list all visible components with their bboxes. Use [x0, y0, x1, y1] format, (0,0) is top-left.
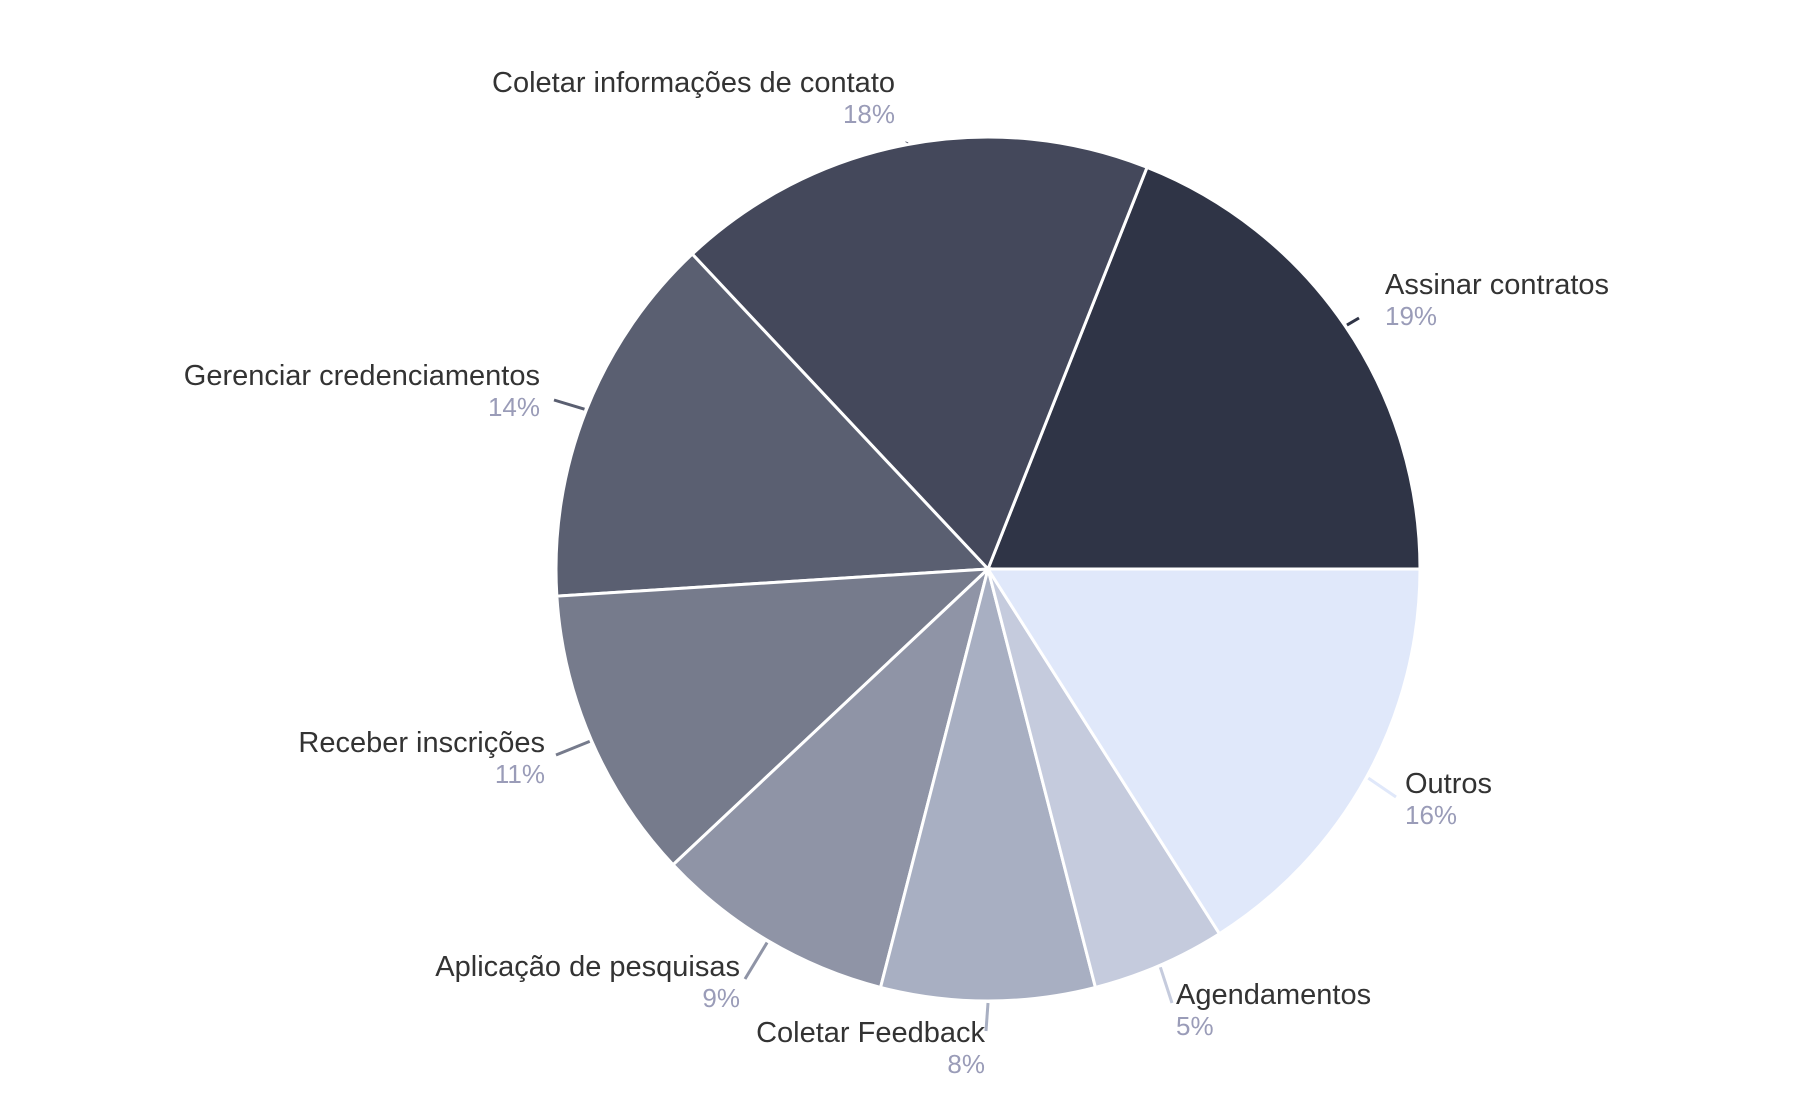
leader-line-gerenciar-credenciamentos: [553, 398, 585, 411]
leader-line-outros: [1367, 776, 1397, 799]
pie-slice-aplicacao-de-pesquisas: [670, 564, 991, 990]
slice-label-assinar-contratos: Assinar contratos: [1385, 269, 1609, 301]
slice-label-agendamentos: Agendamentos: [1176, 979, 1371, 1011]
pie-slice-assinar-contratos: [985, 165, 1422, 571]
pie-slice-receber-inscricoes: [555, 567, 993, 867]
pie-slice-gerenciar-credenciamentos: [554, 251, 992, 598]
slice-percent-gerenciar-credenciamentos: 14%: [488, 392, 540, 422]
leader-lines: [553, 141, 1397, 1032]
slice-label-coletar-feedback: Coletar Feedback: [756, 1017, 985, 1049]
slice-percent-assinar-contratos: 19%: [1385, 301, 1437, 331]
slice-label-aplicacao-de-pesquisas: Aplicação de pesquisas: [435, 951, 740, 983]
slice-label-gerenciar-credenciamentos: Gerenciar credenciamentos: [184, 360, 540, 392]
leader-line-agendamentos: [1158, 966, 1174, 1004]
pie-slice-outros: [985, 567, 1422, 936]
slice-percent-coletar-informacoes-de-contato: 18%: [843, 99, 895, 129]
leader-line-coletar-feedback: [984, 1002, 990, 1032]
slice-label-coletar-informacoes-de-contato: Coletar informações de contato: [492, 67, 895, 99]
slice-percent-outros: 16%: [1405, 800, 1457, 830]
leader-line-receber-inscricoes: [555, 739, 591, 757]
slice-percent-receber-inscricoes: 11%: [495, 759, 545, 789]
pie-slice-coletar-feedback: [878, 568, 1098, 1003]
slice-percent-aplicacao-de-pesquisas: 9%: [702, 983, 740, 1013]
slice-label-receber-inscricoes: Receber inscrições: [298, 727, 545, 759]
slice-percent-coletar-feedback: 8%: [947, 1049, 985, 1079]
pie-slice-coletar-informacoes-de-contato: [690, 135, 1149, 572]
leader-line-aplicacao-de-pesquisas: [743, 941, 769, 980]
leader-line-assinar-contratos: [1346, 316, 1360, 327]
pie-slices: [554, 135, 1422, 1003]
slice-percent-agendamentos: 5%: [1176, 1011, 1214, 1041]
slice-label-outros: Outros: [1405, 768, 1492, 800]
